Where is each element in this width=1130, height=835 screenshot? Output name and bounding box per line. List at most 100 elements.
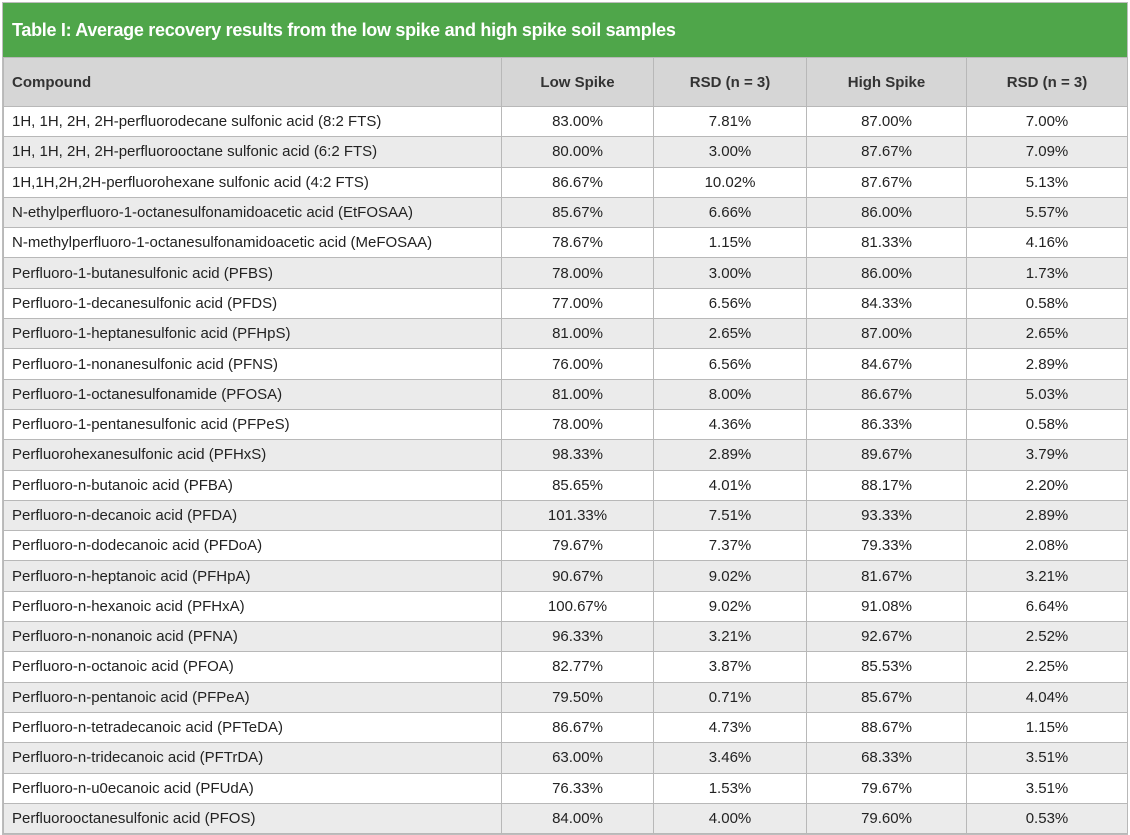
value-cell: 83.00% (501, 105, 654, 138)
value-cell: 0.71% (653, 681, 807, 713)
value-cell: 82.77% (501, 651, 654, 683)
table-row: Perfluoro-n-dodecanoic acid (PFDoA) 79.67… (3, 530, 1128, 562)
value-cell: 85.65% (501, 469, 654, 501)
table-body: 1H, 1H, 2H, 2H-perfluorodecane sulfonic … (3, 105, 1128, 835)
value-cell: 86.67% (501, 166, 654, 198)
value-cell: 89.67% (806, 439, 967, 471)
value-cell: 9.02% (653, 560, 807, 592)
header-cell: RSD (n = 3) (653, 57, 807, 107)
table-row: Perfluoro-n-butanoic acid (PFBA) 85.65% 4.… (3, 469, 1128, 501)
value-cell: 6.66% (653, 196, 807, 229)
value-cell: 3.51% (966, 772, 1128, 804)
value-cell: 3.21% (653, 621, 807, 653)
table-title: Table I: Average recovery results from t… (3, 3, 1127, 57)
value-cell: 2.25% (966, 651, 1128, 683)
value-cell: 3.21% (966, 560, 1128, 592)
value-cell: 81.00% (501, 378, 654, 410)
compound-cell: 1H, 1H, 2H, 2H-perfluorodecane sulfonic … (3, 105, 502, 138)
table-row: Perfluoro-n-tridecanoic acid (PFTrDA) 63.… (3, 742, 1128, 774)
value-cell: 80.00% (501, 136, 654, 168)
value-cell: 77.00% (501, 287, 654, 320)
header-cell: Compound (3, 57, 502, 107)
value-cell: 0.58% (966, 287, 1128, 320)
compound-cell: Perfluoro-n-tridecanoic acid (PFTrDA) (3, 742, 502, 774)
value-cell: 76.00% (501, 348, 654, 380)
table-row: Perfluoro-n-u0ecanoic acid (PFUdA) 76.33%… (3, 772, 1128, 804)
value-cell: 2.89% (966, 499, 1128, 532)
compound-cell: Perfluoro-n-octanoic acid (PFOA) (3, 651, 502, 683)
value-cell: 84.33% (806, 287, 967, 320)
value-cell: 2.89% (653, 439, 807, 471)
table-row: Perfluoro-n-decanoic acid (PFDA) 101.33% 7… (3, 499, 1128, 532)
compound-cell: 1H,1H,2H,2H-perfluorohexane sulfonic aci… (3, 166, 502, 198)
value-cell: 7.37% (653, 530, 807, 562)
compound-cell: N-methylperfluoro-1-octanesulfonamidoace… (3, 227, 502, 259)
value-cell: 85.67% (806, 681, 967, 713)
value-cell: 79.67% (501, 530, 654, 562)
value-cell: 7.81% (653, 105, 807, 138)
value-cell: 2.65% (966, 318, 1128, 350)
compound-cell: Perfluoro-n-butanoic acid (PFBA) (3, 469, 502, 501)
compound-cell: Perfluoro-n-pentanoic acid (PFPeA) (3, 681, 502, 713)
value-cell: 91.08% (806, 590, 967, 623)
value-cell: 10.02% (653, 166, 807, 198)
value-cell: 6.56% (653, 287, 807, 320)
value-cell: 7.51% (653, 499, 807, 532)
compound-cell: Perfluoro-1-nonanesulfonic acid (PFNS) (3, 348, 502, 380)
table: Compound Low Spike RSD (n = 3) High Spike RS… (3, 57, 1128, 835)
compound-cell: Perfluoro-n-decanoic acid (PFDA) (3, 499, 502, 532)
value-cell: 79.60% (806, 802, 967, 835)
compound-cell: 1H, 1H, 2H, 2H-perfluorooctane sulfonic … (3, 136, 502, 168)
value-cell: 85.53% (806, 651, 967, 683)
value-cell: 78.00% (501, 257, 654, 289)
compound-cell: Perfluoro-1-heptanesulfonic acid (PFHpS) (3, 318, 502, 350)
table-row: N-methylperfluoro-1-octanesulfonamidoace… (3, 227, 1128, 259)
table-row: 1H, 1H, 2H, 2H-perfluorooctane sulfonic … (3, 136, 1128, 168)
value-cell: 81.67% (806, 560, 967, 592)
value-cell: 3.79% (966, 439, 1128, 471)
value-cell: 86.67% (501, 711, 654, 744)
compound-cell: Perfluoro-n-hexanoic acid (PFHxA) (3, 590, 502, 623)
compound-cell: Perfluorohexanesulfonic acid (PFHxS) (3, 439, 502, 471)
value-cell: 6.56% (653, 348, 807, 380)
table-row: Perfluoro-1-nonanesulfonic acid (PFNS) 76… (3, 348, 1128, 380)
value-cell: 7.09% (966, 136, 1128, 168)
header-cell: Low Spike (501, 57, 654, 107)
value-cell: 78.67% (501, 227, 654, 259)
value-cell: 87.67% (806, 166, 967, 198)
value-cell: 2.08% (966, 530, 1128, 562)
header-row: Compound Low Spike RSD (n = 3) High Spike RS… (3, 57, 1128, 107)
value-cell: 96.33% (501, 621, 654, 653)
table-row: 1H, 1H, 2H, 2H-perfluorodecane sulfonic … (3, 105, 1128, 138)
table-row: Perfluorohexanesulfonic acid (PFHxS) 98.3… (3, 439, 1128, 471)
compound-cell: Perfluoro-n-dodecanoic acid (PFDoA) (3, 530, 502, 562)
value-cell: 68.33% (806, 742, 967, 774)
value-cell: 4.16% (966, 227, 1128, 259)
value-cell: 79.67% (806, 772, 967, 804)
value-cell: 81.00% (501, 318, 654, 350)
table-row: Perfluoro-n-octanoic acid (PFOA) 82.77% 3.… (3, 651, 1128, 683)
value-cell: 86.67% (806, 378, 967, 410)
table-row: Perfluoro-1-heptanesulfonic acid (PFHpS)… (3, 318, 1128, 350)
table-row: Perfluoro-n-tetradecanoic acid (PFTeDA) 8… (3, 711, 1128, 744)
value-cell: 2.89% (966, 348, 1128, 380)
value-cell: 90.67% (501, 560, 654, 592)
value-cell: 4.36% (653, 408, 807, 441)
value-cell: 76.33% (501, 772, 654, 804)
value-cell: 5.03% (966, 378, 1128, 410)
value-cell: 98.33% (501, 439, 654, 471)
value-cell: 86.00% (806, 196, 967, 229)
value-cell: 1.53% (653, 772, 807, 804)
compound-cell: Perfluoro-n-tetradecanoic acid (PFTeDA) (3, 711, 502, 744)
table-row: Perfluoro-n-heptanoic acid (PFHpA) 90.67%… (3, 560, 1128, 592)
value-cell: 87.00% (806, 318, 967, 350)
value-cell: 5.57% (966, 196, 1128, 229)
value-cell: 2.52% (966, 621, 1128, 653)
compound-cell: Perfluoro-n-heptanoic acid (PFHpA) (3, 560, 502, 592)
value-cell: 86.33% (806, 408, 967, 441)
value-cell: 1.15% (966, 711, 1128, 744)
value-cell: 88.17% (806, 469, 967, 501)
value-cell: 87.67% (806, 136, 967, 168)
